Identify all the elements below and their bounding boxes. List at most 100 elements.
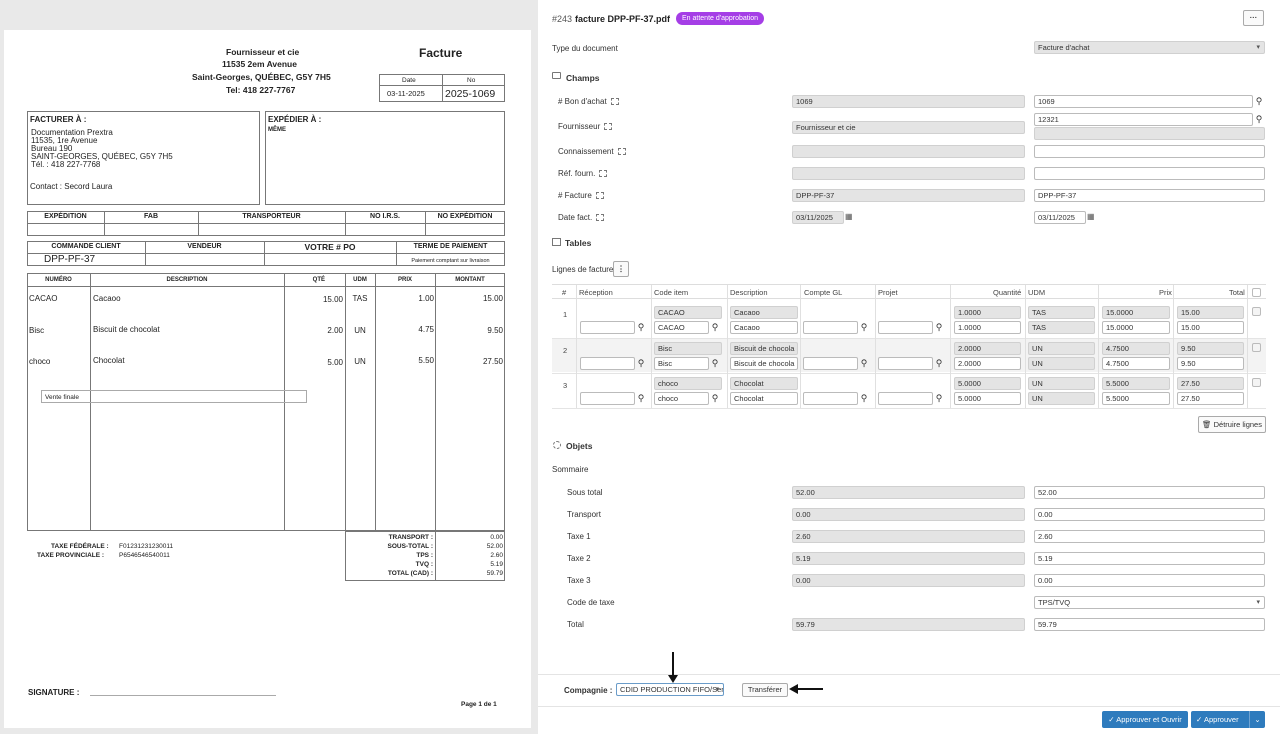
- scan-icon[interactable]: [595, 192, 604, 200]
- po-input[interactable]: 1069: [1034, 95, 1253, 108]
- scan-icon[interactable]: [610, 98, 619, 106]
- total-input[interactable]: 15.00: [1177, 321, 1244, 334]
- row-checkbox[interactable]: [1252, 343, 1261, 352]
- search-icon[interactable]: ⚲: [637, 322, 645, 332]
- desc-input[interactable]: Cacaoo: [730, 321, 798, 334]
- search-icon[interactable]: ⚲: [935, 393, 943, 403]
- price-input[interactable]: 15.0000: [1102, 321, 1170, 334]
- scan-icon[interactable]: [617, 148, 626, 156]
- search-icon[interactable]: ⚲: [935, 322, 943, 332]
- total-input[interactable]: 9.50: [1177, 357, 1244, 370]
- gl-input[interactable]: [803, 357, 858, 370]
- line-udm: UN: [354, 326, 366, 335]
- code-input[interactable]: choco: [654, 392, 709, 405]
- scan-icon[interactable]: [596, 214, 605, 222]
- line-desc: Cacaoo: [93, 294, 121, 303]
- udm-ocr: TAS: [1028, 306, 1095, 319]
- destroy-lines-button[interactable]: 🗑 Détruire lignes: [1198, 416, 1266, 433]
- reception-input[interactable]: [580, 392, 635, 405]
- tax2-input[interactable]: 5.19: [1034, 552, 1265, 565]
- col-header: Description: [730, 288, 768, 297]
- qty-input[interactable]: 5.0000: [954, 392, 1021, 405]
- tax1-input[interactable]: 2.60: [1034, 530, 1265, 543]
- code-input[interactable]: Bisc: [654, 357, 709, 370]
- select-all-checkbox[interactable]: [1252, 288, 1261, 297]
- subtotal-input[interactable]: 52.00: [1034, 486, 1265, 499]
- udm-ocr: UN: [1028, 377, 1095, 390]
- scan-icon[interactable]: [604, 123, 613, 131]
- project-input[interactable]: [878, 357, 933, 370]
- search-icon[interactable]: ⚲: [637, 358, 645, 368]
- qty-input[interactable]: 2.0000: [954, 357, 1021, 370]
- ocr-value: Fournisseur et cie: [792, 121, 1025, 134]
- supplier-name-display: [1034, 127, 1265, 140]
- ship-header: FAB: [144, 213, 158, 220]
- desc-input[interactable]: Biscuit de chocola: [730, 357, 798, 370]
- code-input[interactable]: CACAO: [654, 321, 709, 334]
- tax3-input[interactable]: 0.00: [1034, 574, 1265, 587]
- chevron-down-icon[interactable]: ⌄: [1249, 711, 1265, 728]
- tax-prov-label: TAXE PROVINCIALE :: [37, 552, 105, 559]
- qty-ocr: 2.0000: [954, 342, 1021, 355]
- reception-input[interactable]: [580, 357, 635, 370]
- more-menu-button[interactable]: ···: [1243, 10, 1264, 26]
- supplier-input[interactable]: 12321: [1034, 113, 1253, 126]
- bol-input[interactable]: [1034, 145, 1265, 158]
- scan-icon[interactable]: [599, 170, 608, 178]
- calendar-icon[interactable]: ▦: [845, 212, 853, 221]
- invoice-date-input[interactable]: 03/11/2025: [1034, 211, 1086, 224]
- project-input[interactable]: [878, 392, 933, 405]
- row-checkbox[interactable]: [1252, 307, 1261, 316]
- supplier-tel: Tel: 418 227-7767: [226, 85, 296, 95]
- search-icon[interactable]: ⚲: [935, 358, 943, 368]
- approve-open-button[interactable]: ✓ Approuver et Ouvrir: [1102, 711, 1188, 728]
- line-desc: Chocolat: [93, 356, 125, 365]
- total-ocr: 27.50: [1177, 377, 1244, 390]
- final-sale: Vente finale: [45, 394, 79, 401]
- transport-input[interactable]: 0.00: [1034, 508, 1265, 521]
- search-icon[interactable]: ⚲: [860, 393, 868, 403]
- total-value: 59.79: [486, 570, 503, 577]
- total-label: TRANSPORT :: [388, 534, 433, 541]
- search-icon[interactable]: ⚲: [711, 322, 719, 332]
- col-header: #: [562, 288, 567, 297]
- doc-type-select[interactable]: Facture d'achat: [1034, 41, 1265, 54]
- search-icon[interactable]: ⚲: [711, 393, 719, 403]
- search-icon[interactable]: ⚲: [860, 358, 868, 368]
- total-value: 52.00: [486, 543, 503, 550]
- search-icon[interactable]: ⚲: [711, 358, 719, 368]
- total-input[interactable]: 59.79: [1034, 618, 1265, 631]
- desc-input[interactable]: Chocolat: [730, 392, 798, 405]
- order-header: VENDEUR: [187, 243, 222, 250]
- qty-input[interactable]: 1.0000: [954, 321, 1021, 334]
- search-icon[interactable]: ⚲: [637, 393, 645, 403]
- ship-header: NO I.R.S.: [370, 213, 400, 220]
- supplier-ref-input[interactable]: [1034, 167, 1265, 180]
- invoice-no-input[interactable]: DPP-PF-37: [1034, 189, 1265, 202]
- reception-input[interactable]: [580, 321, 635, 334]
- price-input[interactable]: 5.5000: [1102, 392, 1170, 405]
- tax-code-label: Code de taxe: [567, 598, 615, 607]
- company-select[interactable]: CDID PRODUCTION FIFO/Ser: [616, 683, 724, 696]
- approve-label: Approuver: [1203, 715, 1239, 724]
- tax-code-select[interactable]: TPS/TVQ: [1034, 596, 1265, 609]
- price-ocr: 15.0000: [1102, 306, 1170, 319]
- row-checkbox[interactable]: [1252, 378, 1261, 387]
- project-input[interactable]: [878, 321, 933, 334]
- price-input[interactable]: 4.7500: [1102, 357, 1170, 370]
- gl-input[interactable]: [803, 392, 858, 405]
- gl-input[interactable]: [803, 321, 858, 334]
- ocr-value: 1069: [792, 95, 1025, 108]
- search-icon[interactable]: ⚲: [1255, 96, 1263, 106]
- search-icon[interactable]: ⚲: [1255, 114, 1263, 124]
- calendar-icon[interactable]: ▦: [1087, 212, 1095, 221]
- field-label: Réf. fourn.: [558, 169, 608, 178]
- lines-menu-button[interactable]: ⋮: [613, 261, 629, 277]
- trash-icon: 🗑: [1202, 420, 1212, 429]
- search-icon[interactable]: ⚲: [860, 322, 868, 332]
- transfer-button[interactable]: Transférer: [742, 683, 788, 697]
- field-label: Connaissement: [558, 147, 626, 156]
- approve-button[interactable]: ✓ Approuver ⌄: [1191, 711, 1265, 728]
- col-header: Réception: [579, 288, 613, 297]
- total-input[interactable]: 27.50: [1177, 392, 1244, 405]
